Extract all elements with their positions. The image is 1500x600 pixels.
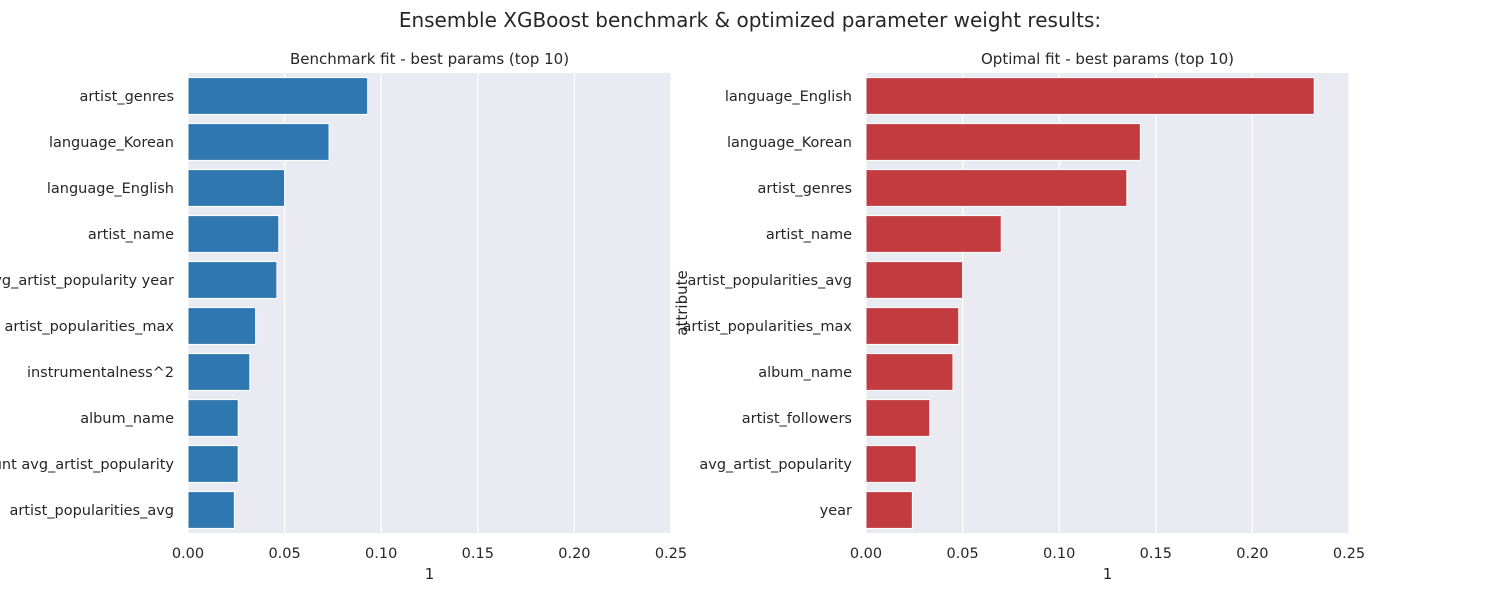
benchmark-category-label: artist_name: [88, 227, 174, 243]
benchmark-x-tick-label: 0.00: [172, 546, 204, 562]
optimal-bar: [865, 445, 917, 483]
benchmark-x-tick-label: 0.20: [558, 546, 590, 562]
benchmark-category-label: count avg_artist_popularity: [0, 457, 174, 473]
benchmark-bar: [187, 445, 239, 483]
optimal-x-tick-label: 0.05: [946, 546, 978, 562]
benchmark-x-tick-label: 0.10: [365, 546, 397, 562]
optimal-category-label: artist_followers: [742, 411, 852, 427]
benchmark-bar: [187, 261, 278, 299]
optimal-bar: [865, 491, 913, 529]
optimal-chart-title: Optimal fit - best params (top 10): [981, 50, 1234, 68]
benchmark-x-axis-label: 1: [425, 565, 435, 583]
optimal-bars: [865, 77, 1315, 529]
optimal-category-label: language_Korean: [727, 135, 852, 151]
benchmark-chart-panel: artist_genres language_Korean language_Eng…: [0, 50, 687, 583]
optimal-category-label: album_name: [758, 365, 852, 381]
optimal-category-label: artist_popularities_max: [683, 319, 853, 335]
optimal-chart-panel: language_English language_Korean artist_ge…: [673, 50, 1365, 583]
benchmark-bar: [187, 169, 286, 207]
benchmark-x-tick-labels: 0.00 0.05 0.10 0.15 0.20 0.25: [172, 546, 687, 562]
optimal-category-label: artist_popularities_avg: [687, 273, 852, 289]
optimal-bar: [865, 307, 960, 345]
benchmark-x-tick-label: 0.05: [268, 546, 300, 562]
benchmark-category-label: language_English: [47, 181, 174, 197]
optimal-category-label: avg_artist_popularity: [699, 457, 852, 473]
optimal-bar: [865, 399, 931, 437]
optimal-bar: [865, 353, 954, 391]
benchmark-bar: [187, 215, 280, 253]
benchmark-chart-title: Benchmark fit - best params (top 10): [290, 50, 569, 68]
optimal-category-label: artist_genres: [758, 181, 852, 197]
optimal-bar: [865, 261, 964, 299]
benchmark-category-label: avg_artist_popularity year: [0, 273, 174, 289]
figure-suptitle: Ensemble XGBoost benchmark & optimized p…: [399, 8, 1101, 32]
optimal-x-tick-label: 0.00: [850, 546, 882, 562]
benchmark-x-tick-label: 0.15: [462, 546, 494, 562]
optimal-bar: [865, 77, 1315, 115]
optimal-bar: [865, 123, 1141, 161]
benchmark-category-label: language_Korean: [49, 135, 174, 151]
optimal-y-axis-label: attribute: [673, 270, 691, 335]
optimal-x-tick-label: 0.10: [1043, 546, 1075, 562]
optimal-category-label: artist_name: [766, 227, 852, 243]
optimal-category-label: year: [820, 503, 852, 519]
benchmark-category-label: artist_genres: [80, 89, 174, 105]
benchmark-bar: [187, 77, 369, 115]
benchmark-category-label: artist_popularities_avg: [9, 503, 174, 519]
benchmark-category-labels: artist_genres language_Korean language_Eng…: [0, 89, 174, 519]
benchmark-bar: [187, 399, 239, 437]
optimal-bar: [865, 169, 1128, 207]
benchmark-x-tick-label: 0.25: [655, 546, 687, 562]
benchmark-bar: [187, 307, 257, 345]
optimal-x-tick-labels: 0.00 0.05 0.10 0.15 0.20 0.25: [850, 546, 1365, 562]
benchmark-bar: [187, 123, 330, 161]
optimal-x-tick-label: 0.20: [1236, 546, 1268, 562]
optimal-bar: [865, 215, 1002, 253]
benchmark-bar: [187, 353, 251, 391]
optimal-x-tick-label: 0.15: [1140, 546, 1172, 562]
optimal-x-axis-label: 1: [1103, 565, 1113, 583]
optimal-category-label: language_English: [725, 89, 852, 105]
benchmark-category-label: album_name: [80, 411, 174, 427]
benchmark-category-label: instrumentalness^2: [27, 365, 174, 381]
benchmark-bar: [187, 491, 235, 529]
benchmark-bars: [187, 77, 369, 529]
optimal-x-tick-label: 0.25: [1333, 546, 1365, 562]
optimal-category-labels: language_English language_Korean artist_ge…: [683, 89, 853, 519]
benchmark-category-label: artist_popularities_max: [5, 319, 175, 335]
